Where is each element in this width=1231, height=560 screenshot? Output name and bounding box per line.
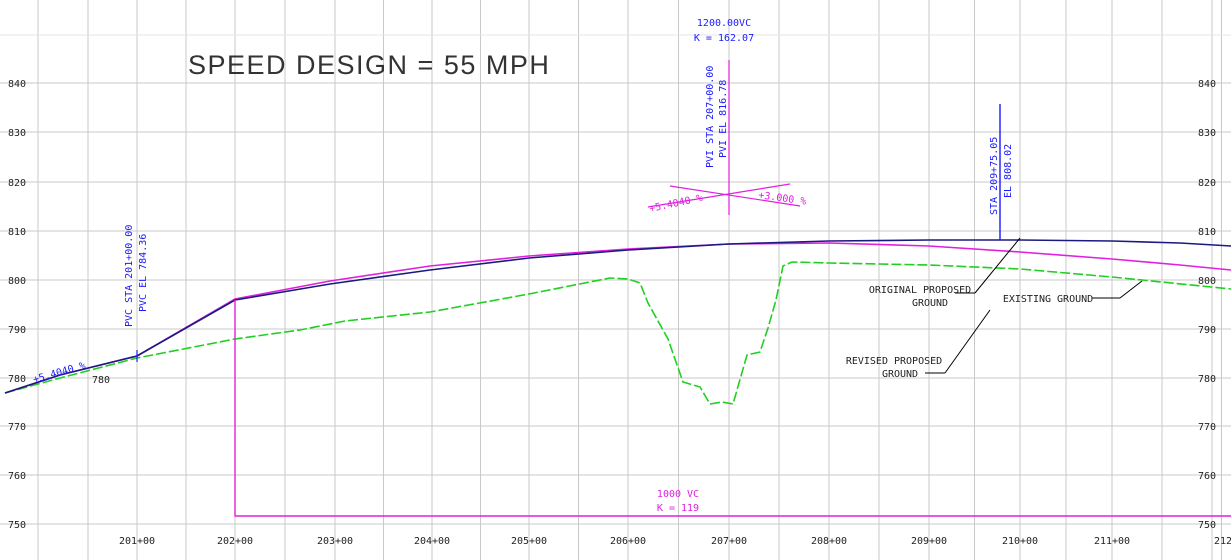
revised-proposed-label: REVISED PROPOSED xyxy=(846,356,942,367)
profile-curves xyxy=(4,60,1231,517)
existing-ground-label: EXISTING GROUND xyxy=(1003,294,1093,305)
original-proposed-profile-line xyxy=(4,239,1231,394)
station-tick-label: 208+00 xyxy=(811,536,847,547)
original-leader-line-1 xyxy=(974,237,1021,294)
station-tick-label: 207+00 xyxy=(711,536,747,547)
revised-ground-label: GROUND xyxy=(882,369,918,380)
elevation-tick-label-left: 810 xyxy=(8,227,26,238)
pvc-station-label: PVC STA 201+00.00 xyxy=(124,225,135,327)
elevation-tick-label-right: 800 xyxy=(1198,276,1216,287)
station-tick-label: 205+00 xyxy=(511,536,547,547)
elevation-tick-label-right: 830 xyxy=(1198,128,1216,139)
grade-right-label: +3.000 % xyxy=(758,190,807,208)
station-tick-label: 212+ xyxy=(1214,536,1231,547)
grade-start-label: +5.4040 % xyxy=(32,360,87,386)
vc-top-label: 1200.00VC xyxy=(697,18,751,29)
speed-design-title: SPEED DESIGN = 55 MPH xyxy=(188,50,550,80)
elevation-tick-label-left: 800 xyxy=(8,276,26,287)
vertical-curve-bracket xyxy=(234,300,1231,517)
pvc-elevation-label: PVC EL 784.36 xyxy=(138,234,149,312)
pvi-station-label: PVI STA 207+00.00 xyxy=(705,66,716,168)
elevation-tick-label-right: 840 xyxy=(1198,79,1216,90)
elevation-tick-label-left: 820 xyxy=(8,178,26,189)
elevation-tick-label-right: 790 xyxy=(1198,325,1216,336)
elevation-tick-label-right: 810 xyxy=(1198,227,1216,238)
existing-leader-line-2 xyxy=(1119,280,1143,299)
elevation-tick-label-right: 820 xyxy=(1198,178,1216,189)
sta-right-elevation-label: EL 808.02 xyxy=(1003,144,1014,198)
elevation-tick-label-left: 750 xyxy=(8,520,26,531)
grade-tangent-right xyxy=(669,185,801,207)
axis-labels: 840 840 830 830 820 820 810 810 800 800 790 790 780 7… xyxy=(8,79,1231,547)
original-proposed-label: ORIGINAL PROPOSED xyxy=(869,285,971,296)
vc-bottom-label: 1000 VC xyxy=(657,489,699,500)
elevation-780-label: 780 xyxy=(92,375,110,386)
elevation-tick-label-right: 780 xyxy=(1198,374,1216,385)
station-tick-label: 201+00 xyxy=(119,536,155,547)
elevation-tick-label-right: 760 xyxy=(1198,471,1216,482)
elevation-tick-label-left: 790 xyxy=(8,325,26,336)
station-tick-label: 202+00 xyxy=(217,536,253,547)
station-tick-label: 204+00 xyxy=(414,536,450,547)
elevation-tick-label-left: 830 xyxy=(8,128,26,139)
elevation-tick-label-left: 780 xyxy=(8,374,26,385)
revised-proposed-profile-line xyxy=(4,242,1231,394)
elevation-tick-label-left: 760 xyxy=(8,471,26,482)
station-tick-label: 209+00 xyxy=(911,536,947,547)
vc-bottom-k-label: K = 119 xyxy=(657,503,699,514)
elevation-tick-label-left: 770 xyxy=(8,422,26,433)
grade-tangent-left xyxy=(647,183,791,208)
station-tick-label: 206+00 xyxy=(610,536,646,547)
elevation-tick-label-left: 840 xyxy=(8,79,26,90)
vc-top-k-label: K = 162.07 xyxy=(694,33,754,44)
station-tick-label: 210+00 xyxy=(1002,536,1038,547)
pvi-elevation-label: PVI EL 816.78 xyxy=(718,80,729,158)
sta-right-station-label: STA 209+75.05 xyxy=(989,137,1000,215)
station-tick-label: 203+00 xyxy=(317,536,353,547)
existing-ground-line xyxy=(4,261,1231,405)
revised-leader-line-1 xyxy=(944,309,991,374)
original-ground-label: GROUND xyxy=(912,298,948,309)
grade-left-label: +5.4040 % xyxy=(648,193,703,215)
elevation-tick-label-right: 770 xyxy=(1198,422,1216,433)
elevation-tick-label-right: 750 xyxy=(1198,520,1216,531)
station-tick-label: 211+00 xyxy=(1094,536,1130,547)
